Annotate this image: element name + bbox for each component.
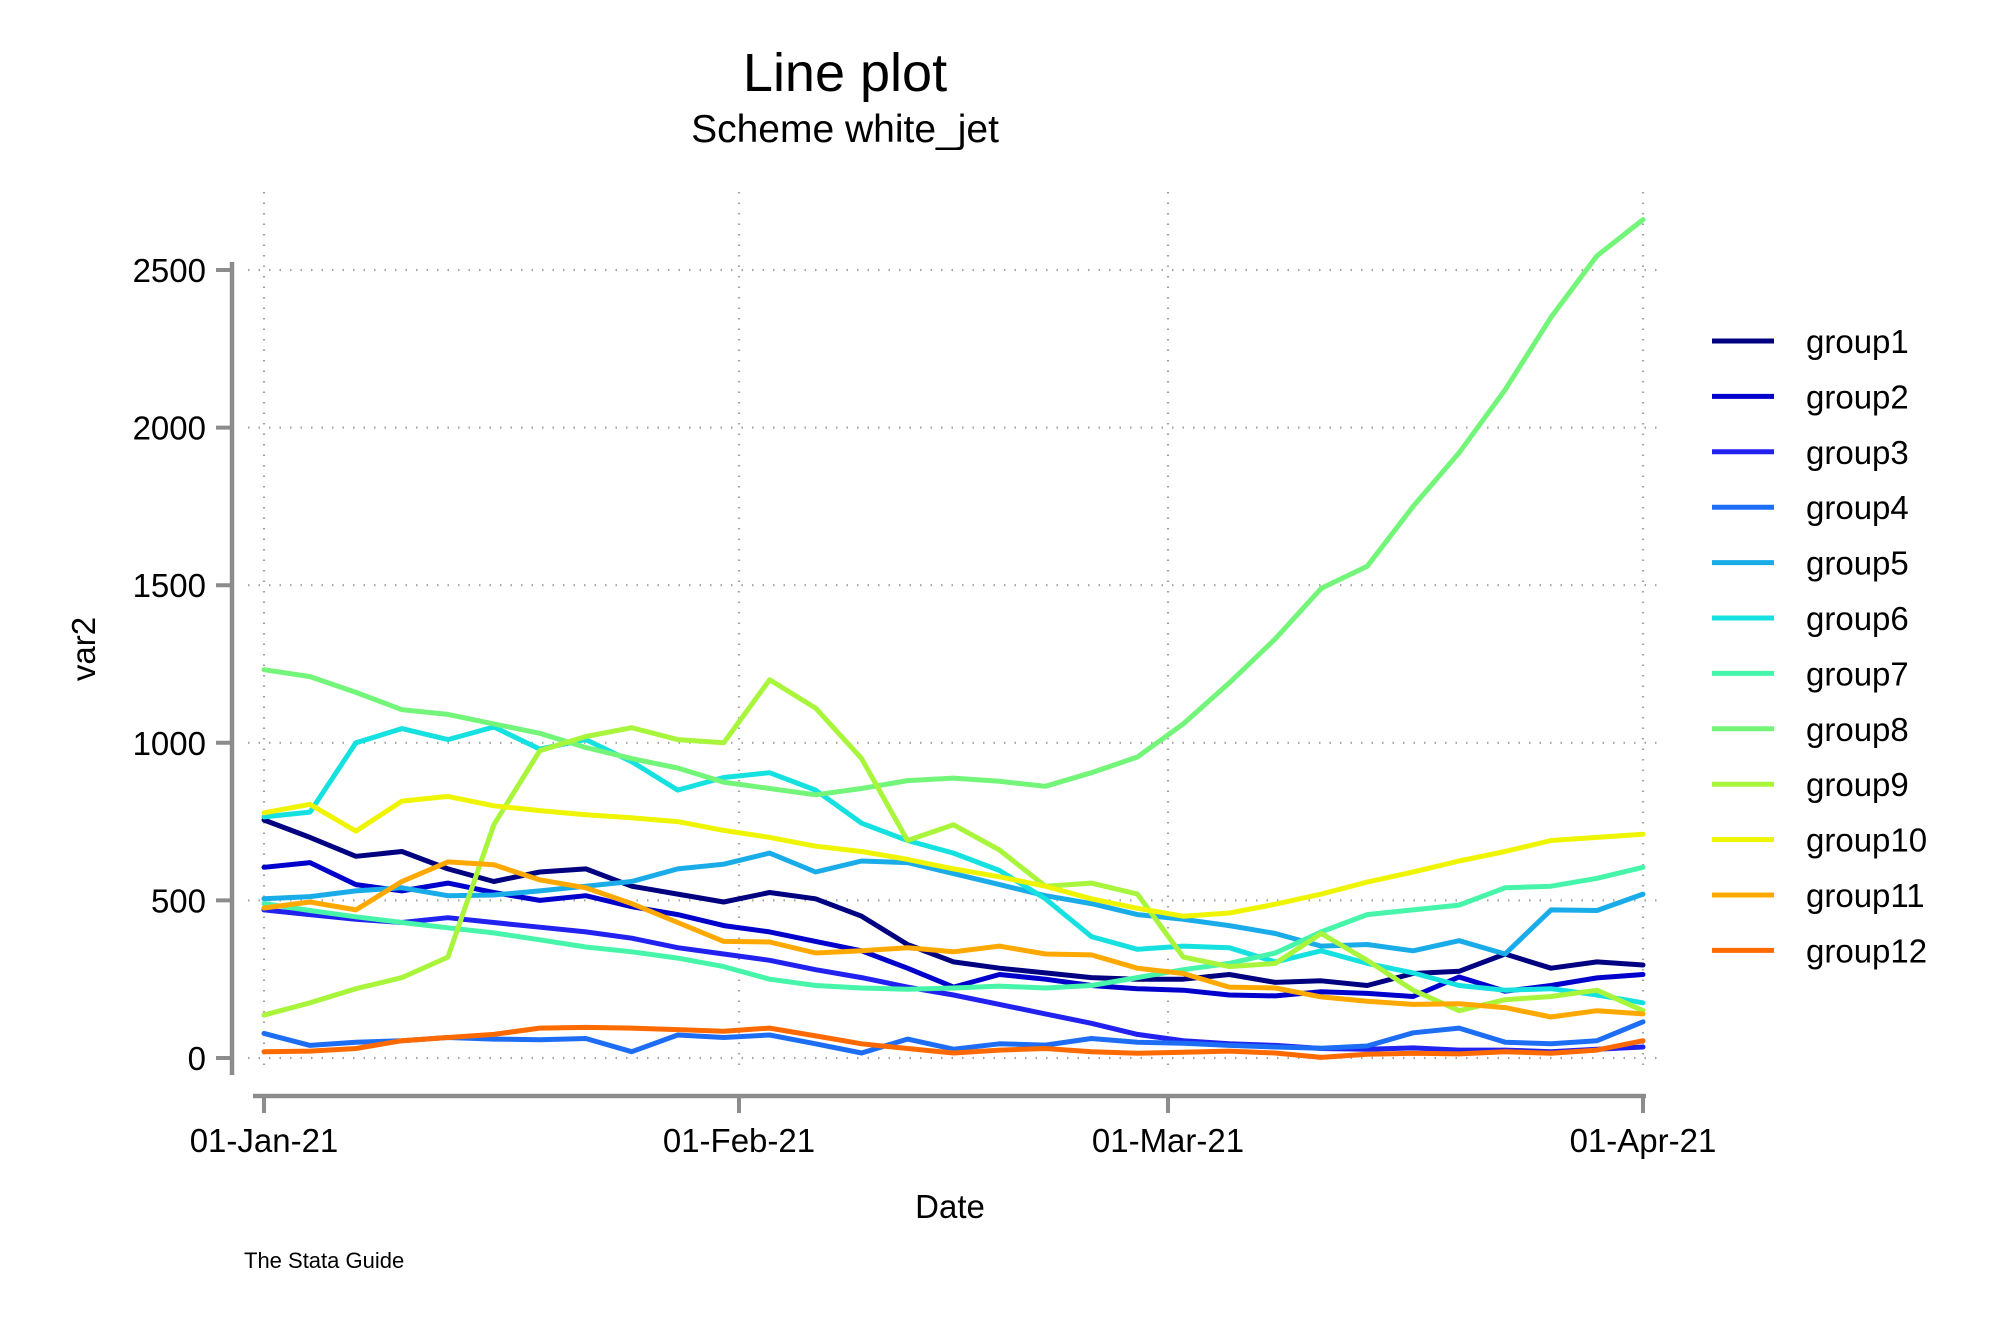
chart-subtitle: Scheme white_jet xyxy=(691,108,999,151)
legend-label-group10: group10 xyxy=(1806,822,1927,859)
y-tick-label: 1500 xyxy=(133,567,206,604)
series-line-group1 xyxy=(261,817,1646,988)
series-line-group12 xyxy=(261,1024,1646,1060)
chart-title: Line plot xyxy=(742,43,948,103)
x-tick-label: 01-Apr-21 xyxy=(1570,1122,1717,1159)
legend-label-group7: group7 xyxy=(1806,655,1909,692)
legend-label-group4: group4 xyxy=(1806,489,1909,526)
x-tick-label: 01-Jan-21 xyxy=(190,1122,339,1159)
series-line-group6 xyxy=(261,724,1646,1006)
y-tick-label: 500 xyxy=(151,882,206,919)
legend-label-group3: group3 xyxy=(1806,434,1909,471)
y-tick-label: 2500 xyxy=(133,252,206,289)
series-line-group11 xyxy=(261,859,1646,1020)
legend-label-group8: group8 xyxy=(1806,711,1909,748)
legend-label-group1: group1 xyxy=(1806,323,1909,360)
series-line-group9 xyxy=(261,677,1646,1018)
legend-label-group12: group12 xyxy=(1806,932,1927,969)
y-tick-label: 0 xyxy=(188,1040,206,1077)
legend-label-group5: group5 xyxy=(1806,545,1909,582)
x-tick-label: 01-Feb-21 xyxy=(663,1122,815,1159)
y-tick-label: 2000 xyxy=(133,410,206,447)
x-tick-label: 01-Mar-21 xyxy=(1092,1122,1244,1159)
footer-credit: The Stata Guide xyxy=(244,1248,405,1273)
series-line-group4 xyxy=(261,1019,1646,1056)
x-axis-label: Date xyxy=(915,1188,985,1225)
y-tick-label: 1000 xyxy=(133,725,206,762)
series-line-group7 xyxy=(261,864,1646,992)
series-line-group5 xyxy=(261,850,1646,957)
series-line-group3 xyxy=(261,907,1646,1055)
legend-label-group9: group9 xyxy=(1806,766,1909,803)
series-line-group10 xyxy=(261,793,1646,919)
legend-label-group6: group6 xyxy=(1806,600,1909,637)
legend-label-group2: group2 xyxy=(1806,378,1909,415)
legend-label-group11: group11 xyxy=(1806,877,1925,914)
series-line-group8 xyxy=(261,217,1646,798)
